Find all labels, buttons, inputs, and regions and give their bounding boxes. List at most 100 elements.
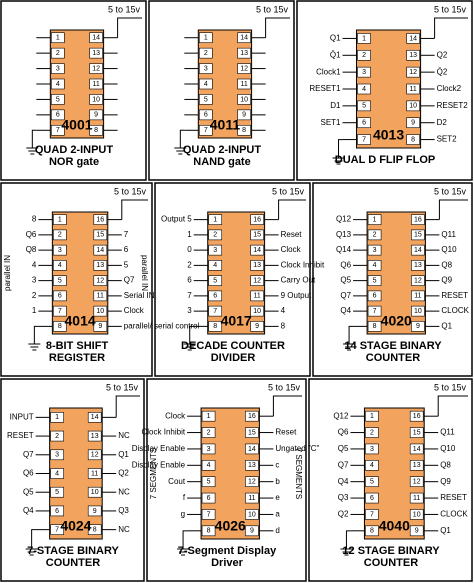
pin-box bbox=[93, 275, 108, 286]
pin-label: D2 bbox=[437, 118, 448, 127]
pin-box bbox=[53, 214, 67, 225]
pin-number: 15 bbox=[414, 232, 422, 239]
pin-number: 7 bbox=[58, 308, 62, 315]
pin-box bbox=[409, 492, 424, 504]
pin-box bbox=[367, 214, 382, 225]
pin-number: 13 bbox=[91, 433, 99, 440]
caption: QUAD 2-INPUT bbox=[35, 144, 114, 156]
chip-name: 4013 bbox=[373, 127, 404, 143]
pin-box bbox=[250, 275, 264, 286]
pin-box bbox=[201, 525, 216, 537]
panel-border bbox=[312, 182, 473, 377]
pin-box bbox=[357, 134, 371, 145]
pin-label: 7 bbox=[124, 230, 129, 239]
pin-number: 14 bbox=[413, 446, 421, 453]
pin-number: 9 bbox=[250, 528, 254, 535]
pin-box bbox=[53, 321, 67, 332]
pin-box bbox=[87, 486, 102, 498]
pin-box bbox=[250, 229, 264, 241]
pin-number: 11 bbox=[409, 86, 416, 93]
caption: COUNTER bbox=[46, 557, 100, 569]
pin-box bbox=[406, 83, 420, 95]
pin-number: 1 bbox=[58, 216, 62, 223]
supply-wire bbox=[278, 199, 306, 220]
pin-number: 6 bbox=[370, 495, 374, 502]
pin-label: RESET2 bbox=[437, 101, 469, 110]
ground-wire bbox=[31, 529, 36, 549]
pin-box bbox=[245, 525, 259, 537]
pin-label: Q7 bbox=[23, 450, 34, 459]
pin-box bbox=[250, 321, 264, 332]
chip-name: 4024 bbox=[60, 518, 91, 534]
ground-wire bbox=[179, 129, 185, 148]
pin-box bbox=[208, 321, 223, 332]
pin-box bbox=[87, 468, 102, 479]
pin-label: b bbox=[275, 477, 280, 486]
side-note: 7 SEGMENTS bbox=[294, 448, 303, 500]
pin-number: 3 bbox=[373, 247, 377, 254]
pin-number: 2 bbox=[373, 232, 377, 239]
pin-label: Q1 bbox=[330, 34, 341, 43]
pin-box bbox=[87, 430, 102, 442]
pin-label: Q9 bbox=[441, 276, 452, 285]
pin-number: 14 bbox=[414, 247, 422, 254]
pin-box bbox=[411, 244, 425, 256]
pin-box bbox=[50, 468, 64, 479]
pin-label: SET2 bbox=[437, 135, 458, 144]
pin-number: 5 bbox=[370, 479, 374, 486]
pin-number: 3 bbox=[204, 65, 208, 72]
pin-box bbox=[409, 460, 424, 471]
pin-box bbox=[201, 492, 216, 504]
supply-wire bbox=[265, 17, 290, 38]
pin-box bbox=[208, 290, 223, 302]
pin-number: 4 bbox=[373, 262, 377, 269]
pin-label: Ungated "C" bbox=[275, 444, 319, 453]
pin-box bbox=[367, 244, 382, 256]
ground-wire bbox=[31, 129, 37, 148]
pin-box bbox=[237, 63, 251, 74]
pin-box bbox=[406, 134, 420, 145]
pin-box bbox=[208, 229, 223, 241]
pin-label: SET1 bbox=[321, 118, 342, 127]
caption: DIVIDER bbox=[211, 352, 256, 364]
pin-number: 2 bbox=[56, 50, 60, 57]
pin-box bbox=[51, 63, 65, 74]
pin-number: 9 bbox=[415, 528, 419, 535]
pin-label: Serial IN bbox=[124, 291, 155, 300]
pin-number: 11 bbox=[240, 81, 247, 88]
panel-border bbox=[296, 0, 473, 181]
pin-number: 12 bbox=[91, 452, 99, 459]
pin-box bbox=[409, 476, 424, 487]
pin-number: 8 bbox=[207, 528, 211, 535]
pin-label: 3 bbox=[187, 306, 192, 315]
pin-box bbox=[365, 476, 379, 487]
pin-box bbox=[357, 117, 371, 129]
pin-box bbox=[237, 32, 251, 44]
pin-number: 7 bbox=[204, 127, 208, 134]
supply-wire bbox=[115, 395, 140, 418]
pin-label: Clock bbox=[124, 306, 145, 315]
pin-label: Q11 bbox=[441, 230, 456, 239]
pin-number: 9 bbox=[93, 508, 97, 515]
pin-number: 9 bbox=[242, 112, 246, 119]
pin-number: 16 bbox=[248, 413, 256, 420]
pin-number: 8 bbox=[94, 127, 98, 134]
pin-number: 5 bbox=[207, 479, 211, 486]
pin-number: 12 bbox=[409, 69, 417, 76]
pin-number: 10 bbox=[96, 308, 104, 315]
pin-box bbox=[208, 305, 223, 317]
supply-label: 5 to 15v bbox=[268, 382, 301, 392]
pin-box bbox=[201, 410, 216, 422]
pin-box bbox=[50, 430, 64, 442]
pin-label: Q10 bbox=[441, 245, 457, 254]
pin-label: 7 bbox=[187, 291, 192, 300]
pin-box bbox=[51, 47, 65, 59]
pin-number: 14 bbox=[91, 414, 99, 421]
pin-box bbox=[367, 275, 382, 286]
pin-label: Clock Inhibit bbox=[281, 260, 325, 269]
pin-number: 7 bbox=[213, 308, 217, 315]
panel-border bbox=[0, 378, 145, 582]
caption: COUNTER bbox=[366, 352, 420, 364]
ground-wire bbox=[338, 139, 343, 158]
